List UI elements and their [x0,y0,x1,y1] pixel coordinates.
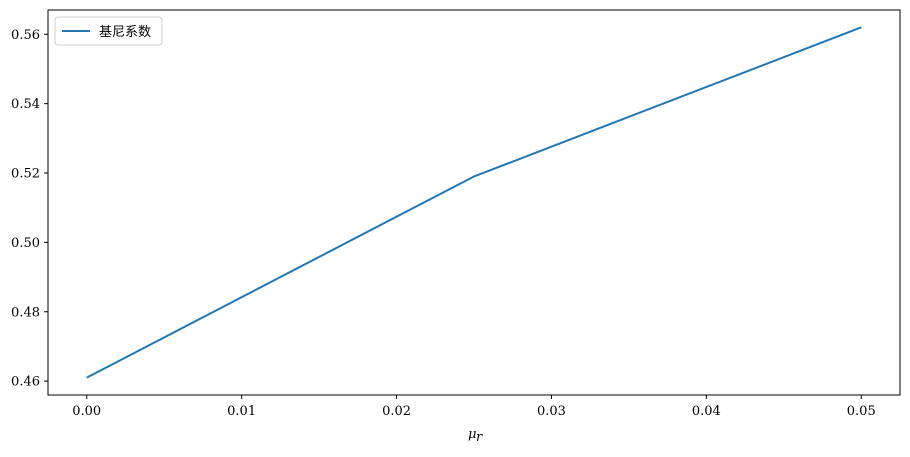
y-tick-label: 0.56 [11,28,40,43]
x-tick-label: 0.05 [847,404,876,419]
x-tick-label: 0.04 [692,404,721,419]
legend-box [54,16,163,46]
y-tick-label: 0.54 [11,97,40,112]
x-axis-label: μ [468,427,476,442]
x-tick-label: 0.00 [72,404,101,419]
y-tick-label: 0.52 [11,167,40,182]
y-tick-label: 0.48 [11,305,40,320]
y-tick-label: 0.46 [11,375,40,390]
series-line [86,26,862,379]
x-axis-label-subscript: r [476,430,483,445]
plot-frame [47,9,901,396]
x-tick-label: 0.01 [227,404,256,419]
legend-label: 基尼系数 [99,25,151,40]
x-tick-label: 0.03 [537,404,566,419]
y-tick-label: 0.50 [11,236,40,251]
x-tick-label: 0.02 [382,404,411,419]
